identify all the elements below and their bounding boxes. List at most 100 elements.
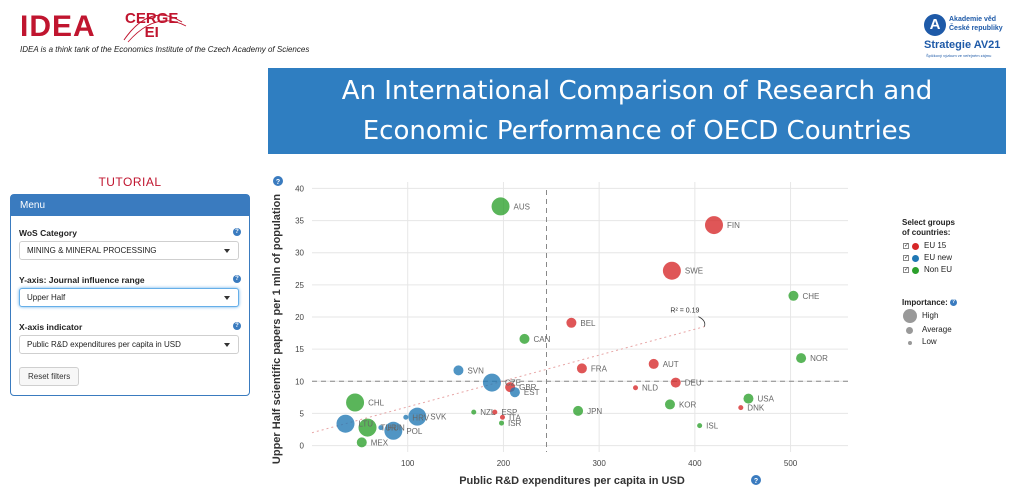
legend-group-eu-new[interactable]: ✓ EU new xyxy=(902,252,1012,264)
point-label: KOR xyxy=(679,400,697,409)
data-point xyxy=(697,423,703,429)
data-point xyxy=(408,407,427,426)
point-label: HRV xyxy=(412,413,429,422)
data-point xyxy=(670,377,681,388)
legend-groups-title-1: Select groups xyxy=(902,218,955,227)
point-label: AUT xyxy=(663,360,679,369)
legend: Select groups of countries: ✓ EU 15 ✓ EU… xyxy=(902,218,1012,348)
point-label: ITA xyxy=(509,413,522,422)
point-label: TUR xyxy=(381,424,398,433)
wos-category-select[interactable]: MINING & MINERAL PROCESSING xyxy=(19,241,239,260)
legend-dot-icon xyxy=(912,255,919,262)
ei-text: EI xyxy=(144,24,159,41)
checkbox-icon[interactable]: ✓ xyxy=(903,255,910,261)
legend-label-eu15: EU 15 xyxy=(924,241,947,250)
data-point xyxy=(788,290,799,301)
legend-group-non-eu[interactable]: ✓ Non EU xyxy=(902,264,1012,276)
x-axis-help-icon xyxy=(751,475,761,485)
point-label: JPN xyxy=(587,407,602,416)
point-label: HUN xyxy=(387,424,405,433)
data-point xyxy=(509,387,520,398)
reset-filters-button[interactable]: Reset filters xyxy=(19,367,80,386)
y-tick-label: 25 xyxy=(295,281,304,290)
importance-low: Low xyxy=(902,336,1012,348)
yaxis-select[interactable]: Upper Half xyxy=(19,288,239,307)
av-subtitle: Špičkový výzkum ve veřejném zájmu xyxy=(926,53,992,58)
av21-logo: A Akademie věd České republiky Strategie… xyxy=(922,12,1014,60)
cerge-ei-logo-text: CERGE EI xyxy=(125,10,179,41)
data-point xyxy=(664,399,675,410)
point-label: ISR xyxy=(508,419,522,428)
data-point xyxy=(648,358,659,369)
point-label: GBR xyxy=(519,383,537,392)
point-label: USA xyxy=(757,395,774,404)
cerge-text: CERGE xyxy=(125,10,179,27)
y-tick-label: 15 xyxy=(295,345,304,354)
point-label: NOR xyxy=(810,354,828,363)
point-label: LTU xyxy=(359,420,374,429)
xaxis-select[interactable]: Public R&D expenditures per capita in US… xyxy=(19,335,239,354)
size-high-icon xyxy=(903,309,917,323)
data-point xyxy=(796,353,807,364)
x-axis-title: Public R&D expenditures per capita in US… xyxy=(459,475,685,487)
page-title: An International Comparison of Research … xyxy=(268,68,1006,154)
av-logo-icon: A xyxy=(924,14,946,36)
data-point xyxy=(499,420,505,426)
importance-low-label: Low xyxy=(922,337,937,346)
point-label: SVK xyxy=(430,413,447,422)
data-point xyxy=(453,365,464,376)
yaxis-help-icon[interactable]: ? xyxy=(233,275,241,283)
menu-header: Menu xyxy=(11,195,249,216)
point-label: AUS xyxy=(514,202,530,211)
checkbox-icon[interactable]: ✓ xyxy=(903,267,910,273)
legend-dot-icon xyxy=(912,243,919,250)
yaxis-value: Upper Half xyxy=(27,293,66,302)
yaxis-label: Y-axis: Journal influence range xyxy=(19,275,145,285)
xaxis-help-icon[interactable]: ? xyxy=(233,322,241,330)
data-point xyxy=(471,409,477,415)
point-label: MEX xyxy=(371,438,389,447)
point-label: CZE xyxy=(505,379,521,388)
tutorial-link[interactable]: TUTORIAL xyxy=(98,175,162,189)
legend-label-eu-new: EU new xyxy=(924,253,953,262)
data-point xyxy=(346,393,365,412)
wos-help-icon[interactable]: ? xyxy=(233,228,241,236)
importance-help-icon[interactable]: ? xyxy=(950,299,958,307)
x-axis-help-glyph: ? xyxy=(754,478,758,485)
data-point xyxy=(403,414,409,420)
wos-category-label: WoS Category xyxy=(19,228,77,238)
point-label: SWE xyxy=(685,267,703,276)
y-axis-title: Upper Half scientific papers per 1 mln o… xyxy=(271,194,283,464)
point-label: CHE xyxy=(802,292,819,301)
importance-title-text: Importance: xyxy=(902,298,948,307)
data-point xyxy=(705,216,723,235)
x-tick-label: 500 xyxy=(784,459,798,468)
legend-group-eu15[interactable]: ✓ EU 15 xyxy=(902,240,1012,252)
idea-logo-text: IDEA xyxy=(20,10,96,43)
xaxis-label: X-axis indicator xyxy=(19,322,83,332)
point-label: ISL xyxy=(706,422,719,431)
y-tick-label: 5 xyxy=(300,409,305,418)
logo-swoosh-icon xyxy=(123,14,187,43)
data-point xyxy=(499,414,505,420)
checkbox-icon[interactable]: ✓ xyxy=(903,243,910,249)
av-strategy: Strategie AV21 xyxy=(924,39,1001,51)
point-label: CAN xyxy=(533,335,550,344)
data-point xyxy=(566,317,577,328)
data-point xyxy=(492,409,498,415)
y-axis-help-glyph: ? xyxy=(276,179,280,186)
data-point xyxy=(519,333,530,344)
point-label: SVN xyxy=(467,366,484,375)
data-point xyxy=(633,385,639,391)
legend-dot-icon xyxy=(912,267,919,274)
x-tick-label: 200 xyxy=(497,459,511,468)
importance-high-label: High xyxy=(922,311,939,320)
av-line1: Akademie věd xyxy=(949,16,997,23)
av-logo-name: Akademie věd České republiky xyxy=(949,15,1015,33)
x-tick-label: 400 xyxy=(688,459,702,468)
y-tick-label: 40 xyxy=(295,184,304,193)
point-label: EST xyxy=(524,388,540,397)
point-label: BEL xyxy=(580,319,596,328)
data-point xyxy=(576,363,587,374)
chevron-down-icon xyxy=(224,249,230,253)
